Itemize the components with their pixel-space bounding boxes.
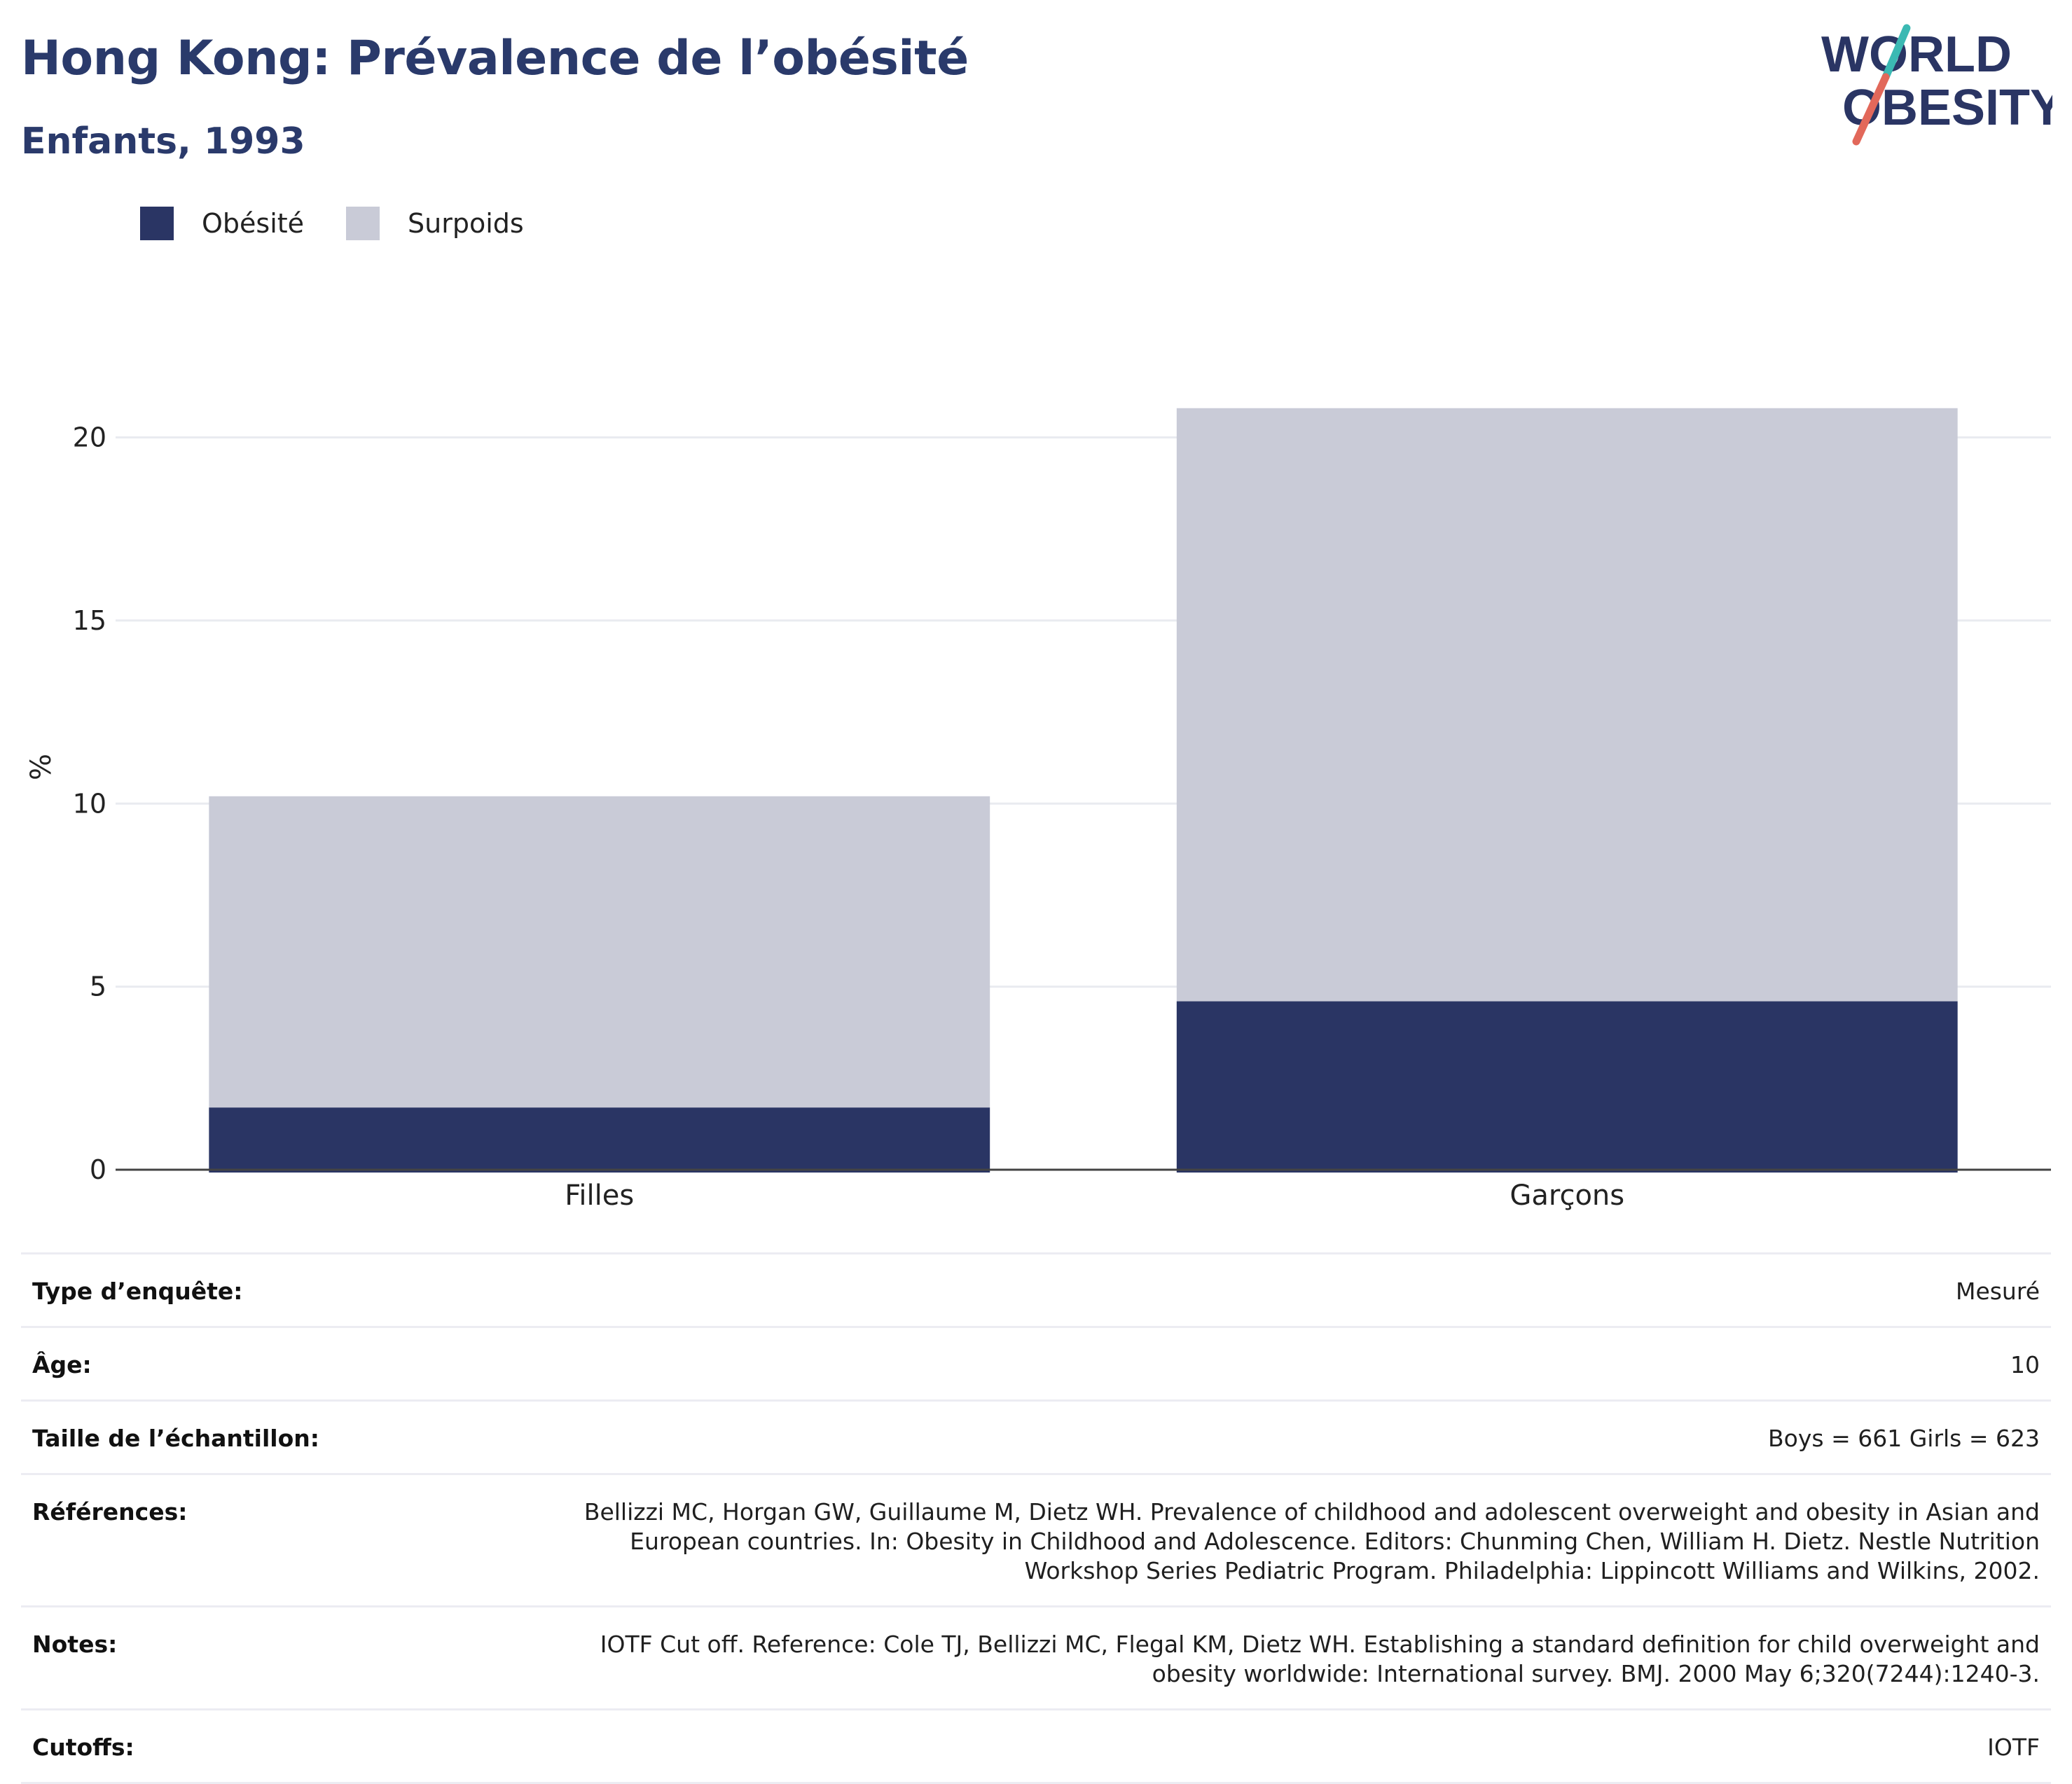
survey-info-table: Type d’enquête: Mesuré Âge: 10 Taille de… xyxy=(21,1252,2051,1784)
info-row-sample-size: Taille de l’échantillon: Boys = 661 Girl… xyxy=(21,1399,2051,1473)
bar-overweight xyxy=(1176,408,1958,1002)
info-value: Bellizzi MC, Horgan GW, Guillaume M, Die… xyxy=(583,1498,2040,1584)
bar-chart: 0 5 10 15 20% Filles Garçons xyxy=(25,408,2051,1212)
logo-text-line1: WORLD xyxy=(1821,27,2012,83)
info-value: 10 xyxy=(2010,1351,2040,1378)
bar-obesity xyxy=(209,1107,990,1173)
y-tick-label: 5 xyxy=(90,971,106,1002)
info-row-survey-type: Type d’enquête: Mesuré xyxy=(21,1252,2051,1326)
y-axis-label: % xyxy=(25,754,57,780)
chart-title: Hong Kong: Prévalence de l’obésité xyxy=(21,31,969,86)
legend-label-obesity: Obésité xyxy=(202,208,305,239)
bar-obesity xyxy=(1176,1001,1958,1173)
x-tick-label: Filles xyxy=(565,1180,634,1212)
info-label: Références: xyxy=(32,1498,188,1526)
info-row-notes: Notes: IOTF Cut off. Reference: Cole TJ,… xyxy=(21,1605,2051,1708)
info-label: Cutoffs: xyxy=(32,1734,134,1761)
y-tick-label: 0 xyxy=(90,1154,106,1185)
info-value: IOTF Cut off. Reference: Cole TJ, Belliz… xyxy=(600,1631,2040,1687)
chart-legend: Obésité Surpoids xyxy=(140,207,566,240)
chart-subtitle: Enfants, 1993 xyxy=(21,120,305,163)
legend-label-overweight: Surpoids xyxy=(408,208,524,239)
legend-item-overweight[interactable]: Surpoids xyxy=(346,207,524,240)
y-tick-label: 15 xyxy=(73,605,106,636)
logo-slash-teal xyxy=(1881,24,1911,81)
y-tick-label: 10 xyxy=(73,788,106,819)
info-row-references: Références: Bellizzi MC, Horgan GW, Guil… xyxy=(21,1473,2051,1605)
info-label: Âge: xyxy=(32,1351,92,1378)
legend-swatch-overweight xyxy=(346,207,380,240)
info-value: Mesuré xyxy=(1955,1278,2040,1305)
world-obesity-logo: WORLD OBESITY xyxy=(1821,21,2064,147)
y-tick-label: 20 xyxy=(73,422,106,453)
info-value: Boys = 661 Girls = 623 xyxy=(1768,1425,2040,1452)
legend-swatch-obesity xyxy=(140,207,174,240)
info-row-cutoffs: Cutoffs: IOTF xyxy=(21,1708,2051,1784)
x-tick-label: Garçons xyxy=(1510,1180,1624,1212)
info-label: Type d’enquête: xyxy=(32,1278,243,1305)
bar-overweight xyxy=(209,796,990,1108)
logo-graphic: WORLD OBESITY xyxy=(1821,24,2064,146)
logo-slash-coral xyxy=(1852,73,1890,146)
info-value: IOTF xyxy=(1987,1734,2040,1761)
info-label: Taille de l’échantillon: xyxy=(32,1425,319,1452)
legend-item-obesity[interactable]: Obésité xyxy=(140,207,304,240)
info-row-age: Âge: 10 xyxy=(21,1326,2051,1399)
info-label: Notes: xyxy=(32,1631,118,1658)
